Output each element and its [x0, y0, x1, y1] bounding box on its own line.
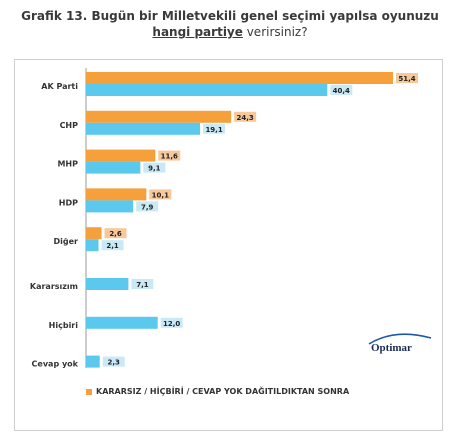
- data-label-bg: [104, 228, 127, 239]
- bar-blue: [86, 316, 158, 329]
- data-label-bg: [234, 111, 257, 122]
- data-label-bg: [102, 356, 125, 367]
- bar-orange: [86, 227, 102, 240]
- data-label: 2,3: [108, 359, 121, 367]
- data-label-bg: [136, 201, 159, 212]
- bar-orange: [86, 110, 232, 123]
- legend-label: KARARSIZ / HİÇBİRİ / CEVAP YOK DAĞITILDI…: [96, 387, 350, 396]
- bar-blue: [86, 161, 141, 174]
- category-label: HDP: [59, 198, 78, 207]
- data-label-bg: [143, 162, 166, 173]
- bar-blue: [86, 239, 99, 252]
- chart-title-underlined: hangi partiye: [152, 25, 243, 39]
- data-label: 2,1: [106, 242, 119, 250]
- data-label-bg: [203, 123, 226, 134]
- chart-title-line1: Grafik 13. Bugün bir Milletvekili genel …: [21, 9, 439, 23]
- bar-blue: [86, 278, 129, 290]
- data-label-bg: [160, 317, 183, 328]
- bar-blue: [86, 200, 134, 213]
- legend-swatch-orange: [86, 389, 92, 395]
- category-label: Cevap yok: [32, 360, 79, 369]
- bar-blue: [86, 355, 100, 368]
- data-label-bg: [396, 73, 418, 83]
- category-label: CHP: [60, 121, 79, 130]
- chart-title: Grafik 13. Bugün bir Milletvekili genel …: [0, 8, 460, 40]
- data-label-bg: [101, 240, 124, 251]
- bar-orange: [86, 72, 393, 84]
- data-label: 12,0: [163, 320, 180, 328]
- data-label: 11,6: [161, 153, 178, 161]
- bar-orange: [86, 149, 156, 162]
- category-label: Diğer: [54, 237, 79, 246]
- bar-orange: [86, 188, 147, 201]
- data-label: 9,1: [148, 165, 161, 173]
- data-label-bg: [158, 150, 181, 161]
- data-label: 10,1: [152, 191, 169, 199]
- category-label: Kararsızım: [30, 282, 78, 291]
- category-label: MHP: [57, 160, 78, 169]
- category-label: Hiçbiri: [49, 321, 79, 330]
- bar-blue: [86, 122, 201, 135]
- data-label: 19,1: [205, 126, 222, 134]
- logo-text: Optimar: [371, 342, 412, 354]
- optimar-logo: Optimar: [365, 330, 435, 356]
- category-label: AK Parti: [41, 82, 78, 91]
- data-label-bg: [149, 189, 172, 200]
- data-label: 24,3: [236, 114, 253, 122]
- data-label: 40,4: [333, 87, 350, 95]
- data-label-bg: [131, 279, 154, 289]
- bar-blue: [86, 84, 328, 96]
- data-label: 7,1: [136, 281, 149, 289]
- data-label: 2,6: [109, 230, 122, 238]
- data-label: 7,9: [141, 203, 154, 211]
- chart-title-rest: verirsiniz?: [242, 25, 308, 39]
- data-label-bg: [330, 85, 353, 95]
- data-label: 51,4: [398, 75, 415, 83]
